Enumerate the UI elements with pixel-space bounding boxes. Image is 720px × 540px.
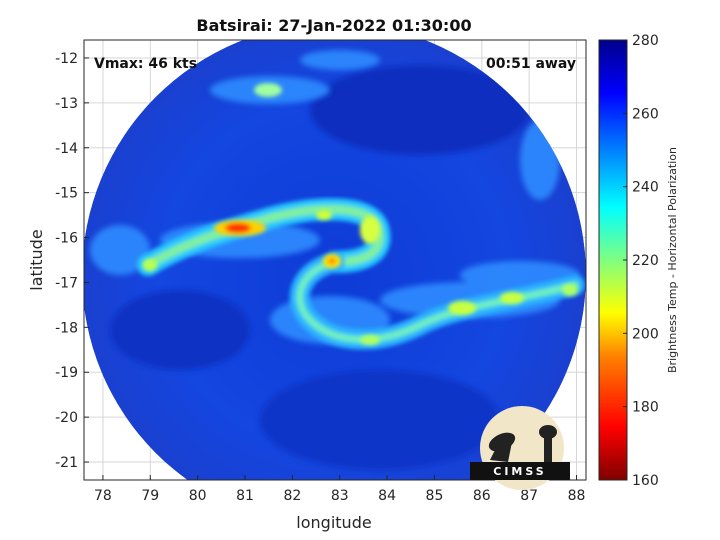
brightness-temp-swath — [84, 40, 586, 480]
x-tick-label: 87 — [520, 488, 538, 504]
time-away-label: 00:51 away — [486, 56, 576, 72]
cimss-logo: CIMSS — [470, 406, 570, 490]
colorbar-tick-label: 220 — [632, 253, 659, 269]
x-tick-label: 85 — [426, 488, 444, 504]
x-tick-label: 84 — [378, 488, 396, 504]
colorbar-tick-label: 260 — [632, 106, 659, 122]
x-tick-label: 78 — [94, 488, 112, 504]
y-tick-label: -17 — [55, 275, 78, 291]
y-tick-label: -12 — [55, 51, 78, 67]
x-tick-label: 86 — [473, 488, 491, 504]
chart-title: Batsirai: 27-Jan-2022 01:30:00 — [196, 16, 471, 35]
colorbar-tick-label: 280 — [632, 33, 659, 49]
y-tick-label: -16 — [55, 231, 78, 247]
y-tick-label: -19 — [55, 365, 78, 381]
colorbar-label: Brightness Temp - Horizontal Polarizatio… — [666, 147, 679, 373]
colorbar-ticks: 280 260 240 220 200 180 160 — [623, 33, 659, 489]
y-axis-label: latitude — [27, 229, 46, 290]
x-tick-label: 80 — [189, 488, 207, 504]
x-tick-label: 82 — [283, 488, 301, 504]
x-tick-label: 83 — [331, 488, 349, 504]
y-tick-label: -20 — [55, 410, 78, 426]
colorbar-tick-label: 180 — [632, 400, 659, 416]
vmax-label: Vmax: 46 kts — [94, 56, 197, 72]
y-tick-label: -18 — [55, 320, 78, 336]
y-axis-ticks: -12 -13 -14 -15 -16 -17 -18 -19 -20 -21 — [55, 51, 89, 471]
y-tick-label: -21 — [55, 455, 78, 471]
x-tick-label: 79 — [141, 488, 159, 504]
colorbar — [598, 39, 628, 481]
x-tick-label: 88 — [568, 488, 586, 504]
y-tick-label: -14 — [55, 141, 78, 157]
x-axis-ticks: 78 79 80 81 82 83 84 85 86 87 88 — [94, 475, 585, 504]
colorbar-tick-label: 240 — [632, 180, 659, 196]
x-axis-label: longitude — [296, 513, 371, 532]
colorbar-tick-label: 160 — [632, 473, 659, 489]
y-tick-label: -15 — [55, 186, 78, 202]
axes-frame — [83, 39, 587, 481]
y-tick-label: -13 — [55, 96, 78, 112]
x-tick-label: 81 — [236, 488, 254, 504]
cimss-logo-text: CIMSS — [493, 465, 546, 478]
colorbar-tick-label: 200 — [632, 326, 659, 342]
